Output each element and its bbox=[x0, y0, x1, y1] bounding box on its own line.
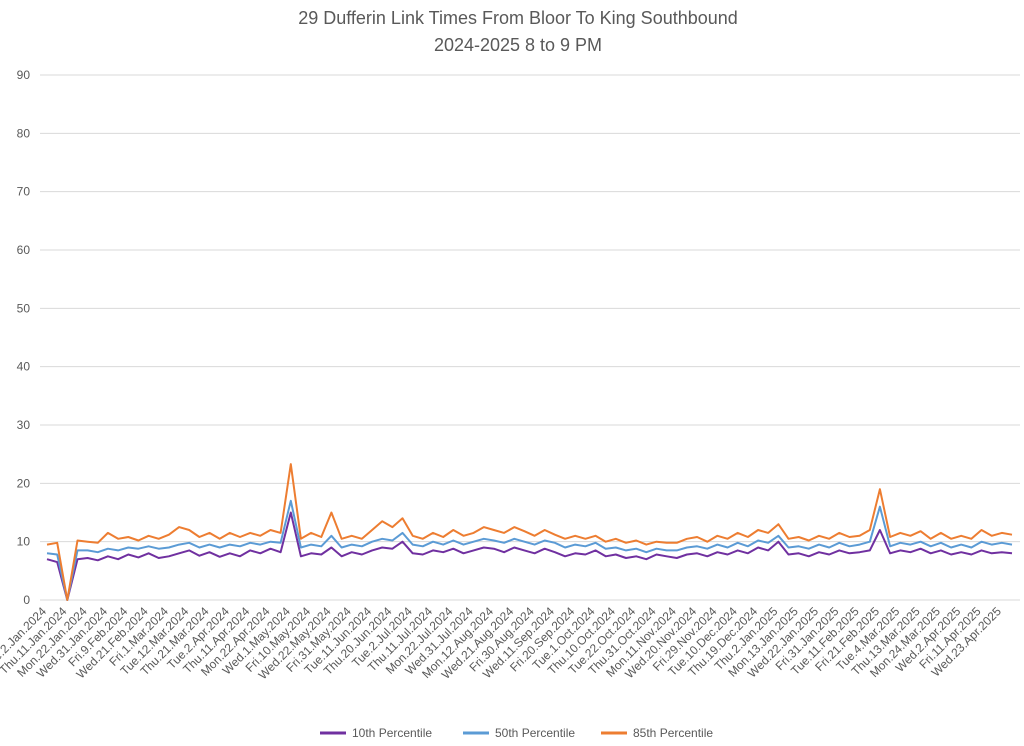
series-line bbox=[46, 499, 1013, 601]
series-line bbox=[46, 511, 1013, 601]
chart-title: 29 Dufferin Link Times From Bloor To Kin… bbox=[298, 8, 738, 28]
legend-label: 85th Percentile bbox=[633, 726, 713, 740]
y-tick-label: 90 bbox=[17, 68, 31, 82]
legend-label: 50th Percentile bbox=[495, 726, 575, 740]
y-tick-label: 30 bbox=[17, 418, 31, 432]
y-tick-label: 10 bbox=[17, 535, 31, 549]
y-tick-label: 80 bbox=[17, 126, 31, 140]
y-tick-label: 60 bbox=[17, 243, 31, 257]
y-tick-label: 40 bbox=[17, 360, 31, 374]
y-tick-label: 0 bbox=[23, 593, 30, 607]
series-line bbox=[46, 463, 1013, 601]
y-tick-label: 50 bbox=[17, 301, 31, 315]
y-tick-label: 20 bbox=[17, 476, 31, 490]
y-tick-label: 70 bbox=[17, 185, 31, 199]
chart-subtitle: 2024-2025 8 to 9 PM bbox=[434, 35, 602, 55]
legend-label: 10th Percentile bbox=[352, 726, 432, 740]
